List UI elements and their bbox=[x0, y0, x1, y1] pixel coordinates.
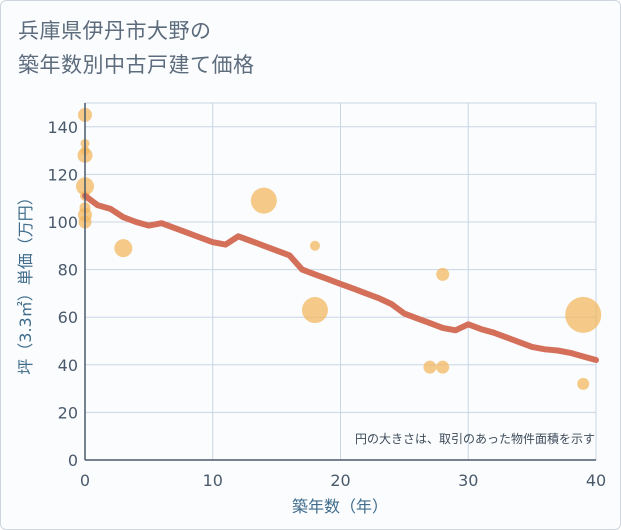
y-tick-label: 80 bbox=[58, 261, 78, 280]
y-tick-label: 100 bbox=[47, 213, 78, 232]
y-tick-label: 120 bbox=[47, 165, 78, 184]
x-axis-label: 築年数（年） bbox=[292, 497, 388, 516]
chart-title: 兵庫県伊丹市大野の 築年数別中古戸建て価格 bbox=[18, 14, 255, 82]
x-tick-label: 0 bbox=[80, 471, 90, 490]
bubble bbox=[309, 240, 320, 251]
bubble bbox=[301, 297, 328, 324]
bubble bbox=[436, 267, 450, 281]
y-tick-label: 40 bbox=[58, 356, 78, 375]
y-axis-label: 坪（3.3㎡）単価（万円） bbox=[16, 189, 35, 374]
bubble bbox=[114, 239, 133, 258]
bubble bbox=[565, 296, 602, 333]
y-tick-label: 20 bbox=[58, 403, 78, 422]
size-note: 円の大きさは、取引のあった物件面積を示す bbox=[355, 431, 595, 446]
y-tick-label: 60 bbox=[58, 308, 78, 327]
x-tick-label: 10 bbox=[203, 471, 223, 490]
bubble bbox=[423, 360, 437, 374]
chart-title-line-1: 兵庫県伊丹市大野の bbox=[18, 19, 212, 43]
bubble bbox=[577, 377, 590, 390]
x-tick-label: 30 bbox=[458, 471, 478, 490]
tick-labels: 0 20 40 60 80 100 120 140 0 10 20 30 40 bbox=[47, 118, 606, 490]
y-tick-label: 140 bbox=[47, 118, 78, 137]
chart-title-line-2: 築年数別中古戸建て価格 bbox=[18, 53, 255, 77]
x-tick-label: 40 bbox=[586, 471, 606, 490]
trend-line bbox=[82, 192, 599, 363]
y-tick-label: 0 bbox=[68, 451, 78, 470]
x-tick-label: 20 bbox=[330, 471, 350, 490]
bubble bbox=[250, 187, 277, 214]
bubble bbox=[436, 360, 450, 374]
